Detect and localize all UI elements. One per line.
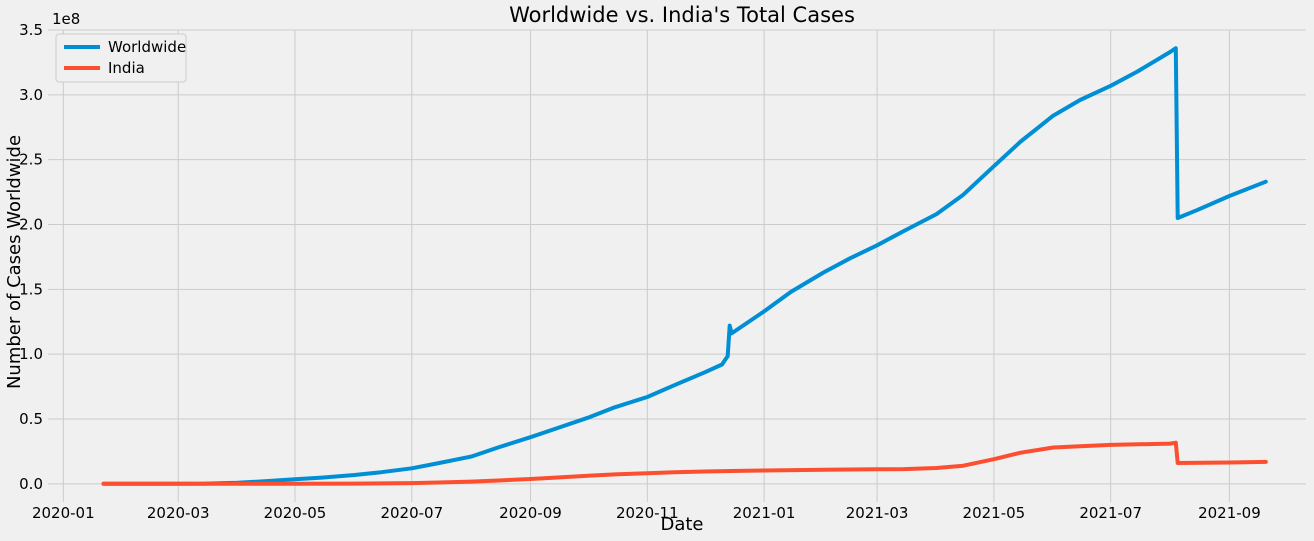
- y-axis-offset-label: 1e8: [52, 10, 80, 28]
- series-lines: [101, 46, 1268, 486]
- x-axis-label: Date: [660, 514, 703, 535]
- chart-title: Worldwide vs. India's Total Cases: [509, 3, 855, 27]
- x-tick-label: 2020-05: [264, 504, 327, 522]
- plot-area: [48, 30, 1306, 502]
- x-axis-ticks: 2020-01 2020-03 2020-05 2020-07 2020-09 2020-…: [32, 504, 1261, 522]
- x-tick-label: 2020-01: [32, 504, 95, 522]
- y-axis-label: Number of Cases Worldwide: [4, 135, 25, 389]
- x-tick-label: 2020-09: [499, 504, 562, 522]
- x-tick-label: 2021-07: [1079, 504, 1142, 522]
- x-tick-label: 2021-01: [733, 504, 796, 522]
- y-tick-label: 2.0: [19, 216, 43, 234]
- x-tick-label: 2021-03: [846, 504, 909, 522]
- series-line-india: [101, 440, 1268, 486]
- x-tick-label: 2021-05: [963, 504, 1026, 522]
- y-tick-label: 3.0: [19, 86, 43, 104]
- x-tick-label: 2021-09: [1198, 504, 1261, 522]
- x-tick-label: 2020-07: [380, 504, 443, 522]
- legend-label-india: India: [108, 59, 145, 77]
- grid-lines: [48, 29, 1306, 502]
- x-tick-label: 2020-03: [147, 504, 210, 522]
- y-tick-label: 1.5: [19, 280, 43, 298]
- y-tick-label: 0.5: [19, 410, 43, 428]
- series-line-worldwide: [101, 46, 1268, 486]
- y-axis-ticks: 0.0 0.5 1.0 1.5 2.0 2.5 3.0 3.5: [19, 21, 43, 493]
- y-tick-label: 3.5: [19, 21, 43, 39]
- y-tick-label: 2.5: [19, 151, 43, 169]
- y-tick-label: 0.0: [19, 475, 43, 493]
- legend: Worldwide India: [55, 33, 187, 83]
- x-tick-label: 2020-11: [616, 504, 679, 522]
- y-tick-label: 1.0: [19, 345, 43, 363]
- legend-label-worldwide: Worldwide: [108, 38, 186, 56]
